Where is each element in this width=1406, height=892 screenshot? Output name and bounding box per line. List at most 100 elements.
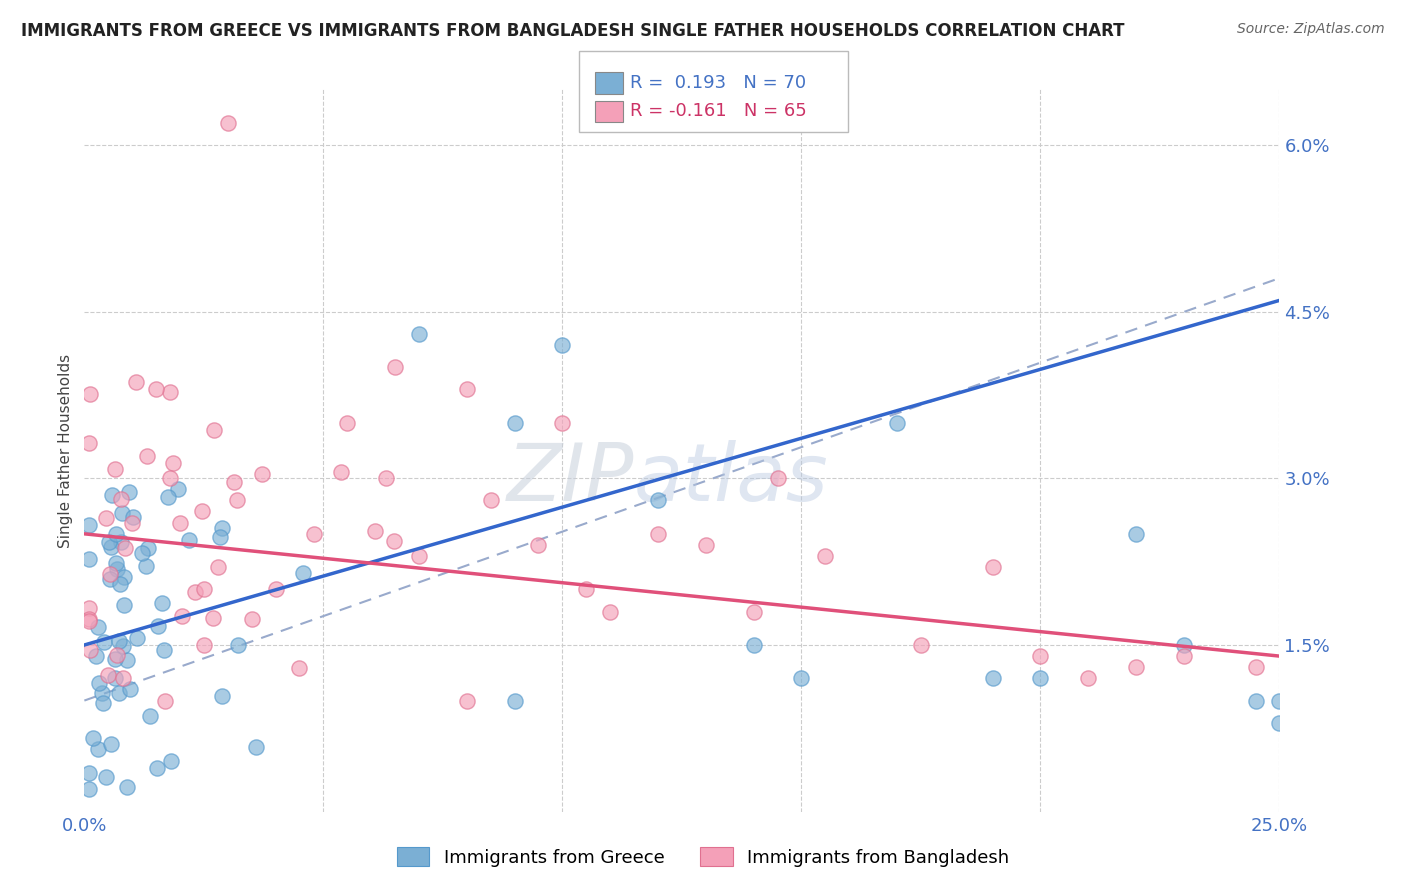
Point	[1029, 671, 1052, 685]
Point	[503, 693, 526, 707]
Point	[382, 533, 405, 548]
Point	[647, 493, 669, 508]
Point	[177, 533, 200, 548]
Point	[302, 526, 325, 541]
Point	[160, 754, 183, 768]
Point	[599, 605, 621, 619]
Point	[79, 643, 101, 657]
Text: R = -0.161   N = 65: R = -0.161 N = 65	[630, 103, 807, 120]
Y-axis label: Single Father Households: Single Father Households	[58, 353, 73, 548]
Point	[104, 671, 127, 685]
Point	[77, 612, 100, 626]
Point	[211, 689, 233, 703]
Text: atlas: atlas	[634, 441, 830, 518]
Point	[121, 516, 143, 530]
Point	[527, 538, 550, 552]
Point	[169, 516, 191, 530]
Text: ZIP: ZIP	[506, 441, 634, 518]
Point	[886, 416, 908, 430]
Point	[131, 546, 153, 560]
Point	[135, 449, 157, 463]
Point	[162, 456, 184, 470]
Point	[125, 375, 148, 389]
Point	[336, 416, 359, 430]
Point	[742, 638, 765, 652]
Point	[292, 566, 315, 580]
Point	[264, 582, 287, 597]
Point	[108, 577, 131, 591]
Point	[766, 471, 789, 485]
Point	[790, 671, 813, 685]
Point	[77, 766, 100, 780]
Point	[110, 506, 132, 520]
Point	[77, 551, 100, 566]
Point	[1268, 715, 1291, 730]
Point	[456, 693, 478, 707]
Point	[98, 567, 121, 582]
Point	[112, 570, 135, 584]
Point	[112, 639, 135, 653]
Point	[87, 741, 110, 756]
Point	[97, 668, 120, 682]
Point	[108, 686, 131, 700]
Point	[742, 605, 765, 619]
Point	[252, 467, 274, 481]
Point	[1077, 671, 1099, 685]
Point	[135, 559, 157, 574]
Point	[193, 582, 215, 597]
Point	[79, 387, 101, 401]
Point	[1173, 638, 1195, 652]
Point	[111, 671, 134, 685]
Point	[89, 675, 111, 690]
Point	[245, 739, 267, 754]
Point	[146, 761, 169, 775]
Point	[981, 560, 1004, 574]
Point	[211, 520, 233, 534]
Point	[695, 538, 717, 552]
Point	[456, 382, 478, 396]
Point	[108, 634, 131, 648]
Point	[157, 490, 180, 504]
Point	[94, 770, 117, 784]
Point	[202, 423, 225, 437]
Point	[104, 461, 127, 475]
Point	[374, 471, 396, 485]
Point	[384, 360, 406, 375]
Point	[288, 660, 311, 674]
Point	[209, 529, 232, 543]
Point	[91, 686, 114, 700]
Point	[575, 582, 598, 597]
Point	[150, 596, 173, 610]
Point	[146, 619, 169, 633]
Point	[191, 504, 214, 518]
Point	[101, 488, 124, 502]
Point	[166, 482, 188, 496]
Point	[110, 491, 132, 506]
Point	[77, 601, 100, 615]
Point	[408, 326, 430, 341]
Point	[98, 534, 121, 549]
Point	[107, 648, 129, 662]
Point	[91, 697, 114, 711]
Point	[1125, 660, 1147, 674]
Point	[105, 527, 128, 541]
Point	[1268, 693, 1291, 707]
Point	[408, 549, 430, 563]
Point	[1244, 693, 1267, 707]
Point	[153, 693, 176, 707]
Point	[551, 338, 574, 352]
Point	[503, 416, 526, 430]
Point	[329, 465, 352, 479]
Point	[551, 416, 574, 430]
Text: IMMIGRANTS FROM GREECE VS IMMIGRANTS FROM BANGLADESH SINGLE FATHER HOUSEHOLDS CO: IMMIGRANTS FROM GREECE VS IMMIGRANTS FRO…	[21, 22, 1125, 40]
Point	[77, 436, 100, 450]
Point	[77, 615, 100, 629]
Point	[226, 493, 249, 508]
Point	[207, 560, 229, 574]
Point	[86, 620, 108, 634]
Point	[84, 649, 107, 664]
Point	[981, 671, 1004, 685]
Point	[217, 115, 239, 129]
Point	[100, 573, 122, 587]
Point	[122, 510, 145, 524]
